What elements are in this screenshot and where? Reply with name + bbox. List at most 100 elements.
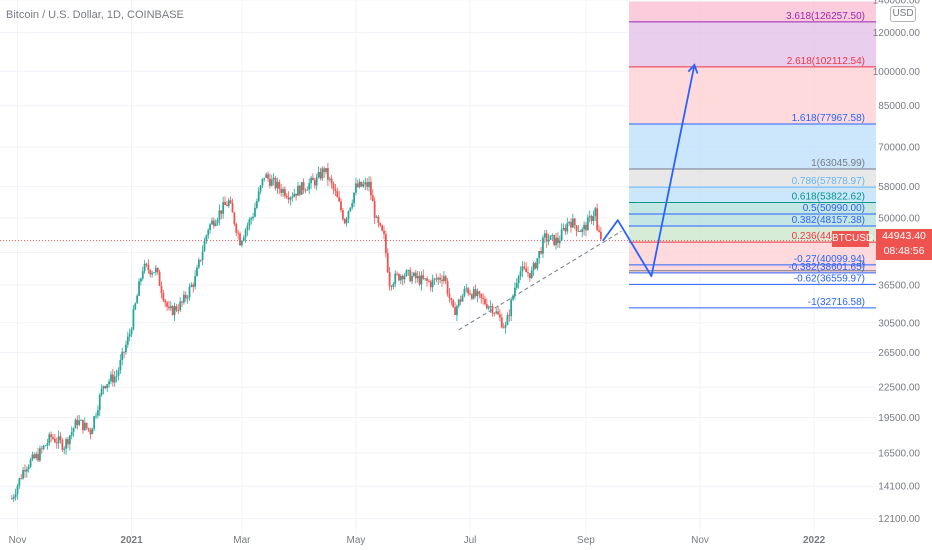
candle-body <box>128 334 131 337</box>
candle-body <box>345 218 348 224</box>
candle-body <box>368 181 370 187</box>
candle-body <box>283 189 286 197</box>
candle-body <box>588 216 591 218</box>
candle-body <box>166 302 168 307</box>
candle-body <box>416 275 419 279</box>
price-tick-label: 26500.00 <box>878 348 920 359</box>
time-tick-label: Mar <box>233 535 251 546</box>
candle-body <box>175 306 178 311</box>
candle-body <box>398 274 400 281</box>
candle-body <box>269 178 271 186</box>
candle-body <box>474 289 477 297</box>
candle-body <box>274 178 277 189</box>
candle-body <box>411 276 413 282</box>
candle-body <box>399 275 402 281</box>
candle-body <box>29 459 32 467</box>
candle-body <box>194 276 197 287</box>
candle-body <box>514 287 516 296</box>
candle-body <box>39 448 41 461</box>
price-axis[interactable]: 140000.00 120000.00 100000.00 85000.00 70000… <box>873 0 921 525</box>
candle-body <box>67 439 69 445</box>
candle-body <box>600 231 602 240</box>
candle-body <box>525 268 528 273</box>
candle-body <box>209 224 211 230</box>
candle-body <box>143 263 146 272</box>
candle-body <box>235 224 238 233</box>
candle-body <box>59 436 62 441</box>
candle-body <box>233 212 236 225</box>
last-price-value: 44943.40 <box>882 230 926 242</box>
candle-body <box>319 172 322 179</box>
candle-body <box>276 181 279 189</box>
candle-body <box>261 178 264 186</box>
candle-body <box>581 229 584 233</box>
candle-body <box>190 284 193 287</box>
candlestick-series <box>10 162 602 502</box>
candle-body <box>454 307 456 315</box>
candle-body <box>222 202 225 214</box>
candle-body <box>347 211 350 219</box>
chart-title: Bitcoin / U.S. Dollar, 1D, COINBASE <box>6 9 184 21</box>
candle-body <box>394 273 397 284</box>
candle-body <box>472 289 475 299</box>
candle-body <box>343 219 346 224</box>
candle-body <box>80 419 82 421</box>
candle-body <box>140 278 142 282</box>
candle-body <box>527 272 529 274</box>
candle-body <box>560 229 563 241</box>
candle-body <box>184 294 187 299</box>
candle-body <box>267 174 269 179</box>
candle-body <box>82 419 84 431</box>
time-axis[interactable]: Nov 2021 Mar May Jul Sep Nov 2022 <box>9 535 826 546</box>
candle-body <box>358 181 361 188</box>
candle-body <box>169 306 172 309</box>
candle-body <box>270 179 273 186</box>
candle-body <box>278 181 281 189</box>
chart-grid <box>0 0 876 535</box>
fib-zone <box>629 1 876 22</box>
candle-body <box>153 272 155 274</box>
fib-zone <box>629 168 876 188</box>
currency-selector[interactable]: USD <box>890 6 916 22</box>
candle-body <box>480 293 483 298</box>
candle-body <box>381 225 384 231</box>
candle-body <box>207 229 210 236</box>
candle-body <box>183 294 185 303</box>
candle-body <box>414 272 417 279</box>
candle-body <box>452 300 455 308</box>
candle-body <box>441 279 443 281</box>
candle-body <box>489 305 492 307</box>
candle-body <box>126 336 129 345</box>
candle-body <box>24 470 26 472</box>
candle-body <box>566 223 569 232</box>
candle-body <box>20 478 23 480</box>
candle-body <box>396 273 398 275</box>
candle-body <box>558 240 561 244</box>
fib-level-label: 0.382(48157.38) <box>792 215 865 226</box>
candle-body <box>366 182 369 187</box>
candle-body <box>482 297 485 299</box>
candle-body <box>265 174 268 178</box>
candle-body <box>53 438 56 443</box>
candle-body <box>89 429 92 435</box>
candle-body <box>226 204 228 207</box>
candle-body <box>61 440 64 450</box>
candle-body <box>510 299 513 317</box>
candle-body <box>379 222 382 226</box>
price-tick-label: 22500.00 <box>878 383 920 394</box>
candle-body <box>362 184 365 187</box>
price-tick-label: 120000.00 <box>873 28 921 39</box>
candle-body <box>478 291 481 294</box>
candle-body <box>521 266 524 272</box>
candle-body <box>403 275 406 280</box>
price-tick-label: 85000.00 <box>878 101 920 112</box>
fib-level-label: -0.382(38601.65) <box>788 262 865 273</box>
candle-body <box>562 227 565 230</box>
time-tick-label: Sep <box>577 535 595 546</box>
candle-body <box>93 416 96 429</box>
candle-body <box>435 278 438 280</box>
candle-body <box>557 237 559 244</box>
price-tick-label: 70000.00 <box>878 142 920 153</box>
candle-body <box>95 415 97 417</box>
